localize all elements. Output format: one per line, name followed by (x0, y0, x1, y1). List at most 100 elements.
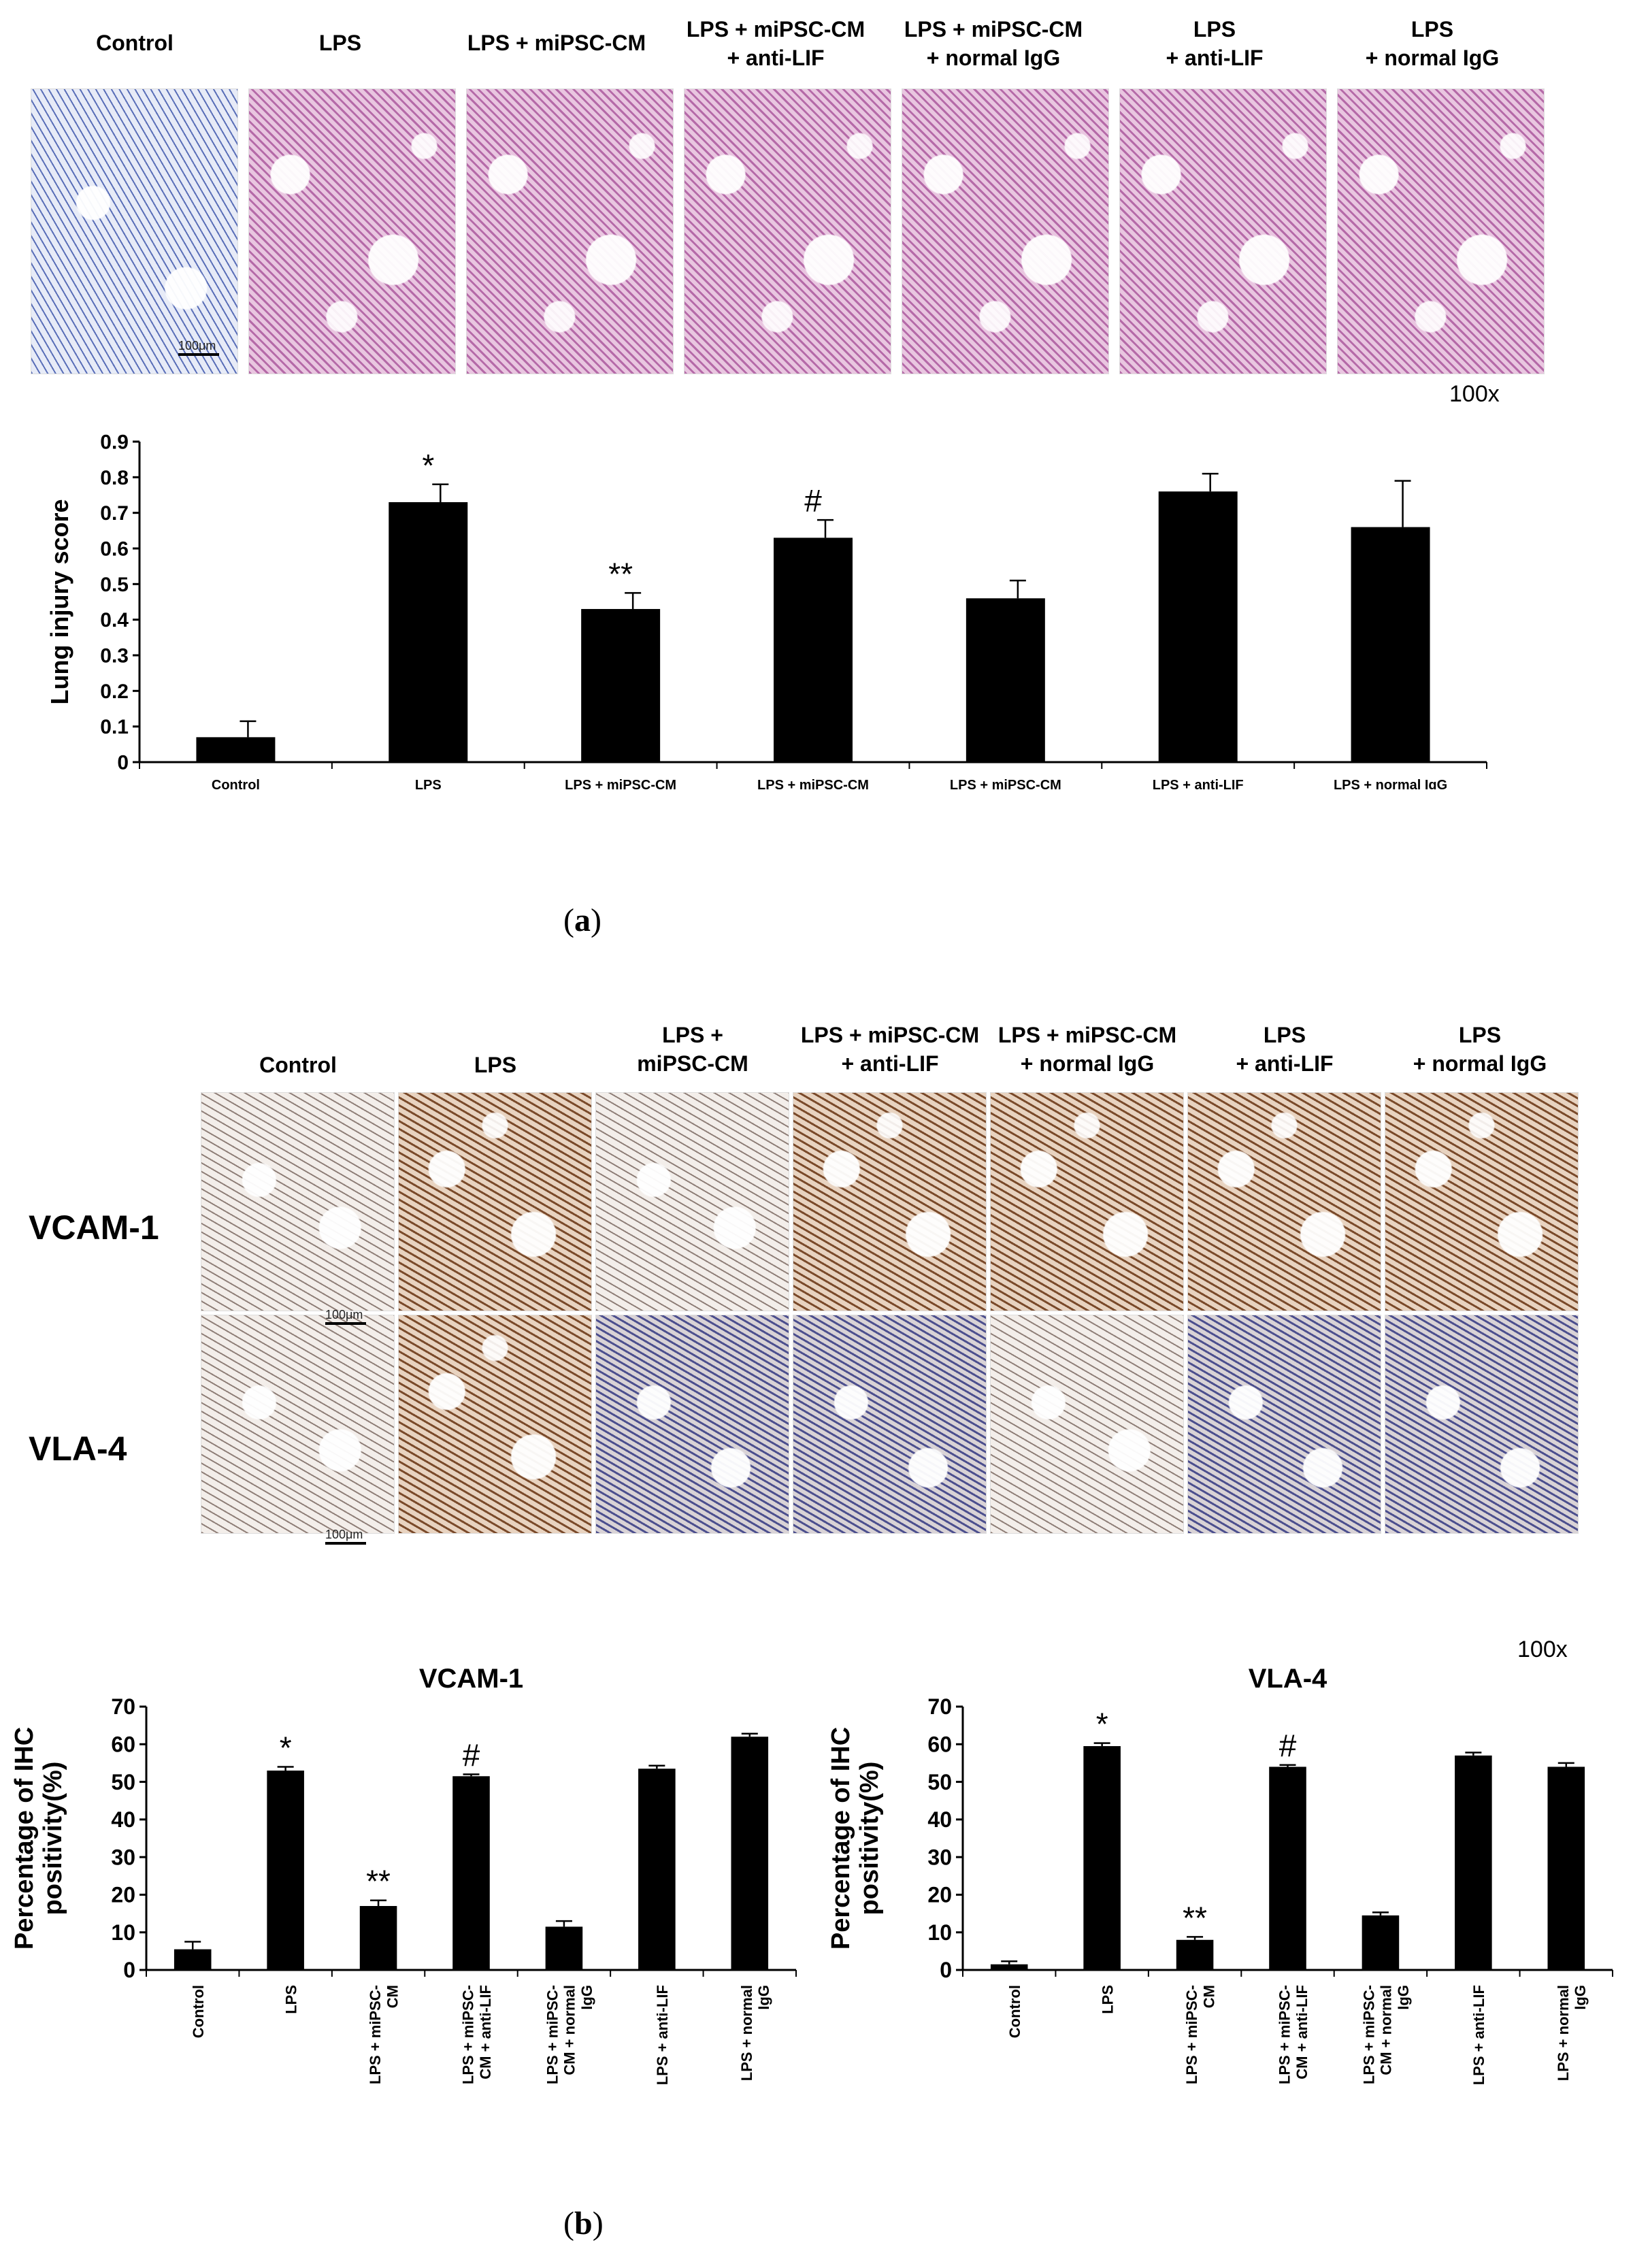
x-tick-label: CM + anti-LIF (477, 1985, 494, 2080)
y-tick-label: 0.1 (100, 716, 129, 738)
panel-b-label: (b) (563, 2205, 604, 2241)
column-header-line: + normal IgG (926, 46, 1061, 70)
column-header-line: LPS + (662, 1023, 723, 1047)
he-micrograph-7 (1337, 88, 1545, 374)
y-tick-label: 40 (111, 1807, 135, 1832)
column-header-line: LPS (474, 1053, 517, 1077)
bar (1455, 1755, 1492, 1970)
column-header-5: LPS + miPSC-CM + normal IgG (975, 1021, 1200, 1078)
column-header-7: LPS + normal IgG (1320, 15, 1545, 72)
x-tick-label: LPS (282, 1985, 299, 2014)
y-tick-label: 70 (111, 1694, 135, 1719)
column-header-line: LPS + miPSC-CM (904, 17, 1083, 42)
panel-a-label: (a) (563, 902, 601, 938)
x-tick-label: IgG (1395, 1985, 1412, 2010)
significance-marker: ** (1183, 1900, 1207, 1935)
x-tick-label: Control (190, 1985, 207, 2038)
column-header-line: Control (96, 31, 174, 55)
vcam1-ihc-chart: 0 10 20 30 40 50 60 70 Percentage of IHC positivi… (10, 1664, 797, 2085)
bar (1269, 1766, 1306, 1970)
row-label-vcam1: VCAM-1 (29, 1209, 159, 1247)
column-header-line: + normal IgG (1020, 1051, 1155, 1076)
x-tick-label: CM + normal (561, 1985, 578, 2075)
column-header-line: + anti-LIF (727, 46, 825, 70)
x-tick-label: CM + normal (1378, 1985, 1395, 2075)
x-tick-label: LPS + miPSC- (544, 1985, 561, 2084)
x-tick-label: LPS + miPSC- (1360, 1985, 1377, 2084)
panel-b-magnification: 100x (1517, 1637, 1568, 1662)
x-tick-label: LPS + miPSC- (1183, 1985, 1200, 2084)
significance-marker: # (463, 1738, 480, 1773)
x-tick-label: IgG (578, 1985, 595, 2010)
vcam1-micrograph-4 (793, 1092, 987, 1311)
y-tick-label: 60 (111, 1732, 135, 1756)
x-tick-label-group: LPS + anti-LIF (1470, 1985, 1487, 2085)
vcam1-micrograph-3 (595, 1092, 789, 1311)
vcam1-micrograph-5 (990, 1092, 1184, 1311)
y-tick-label: 30 (927, 1845, 952, 1869)
significance-marker: * (280, 1730, 292, 1765)
bar (1176, 1939, 1214, 1970)
y-axis-label: Lung injury score (46, 499, 73, 704)
y-tick-label: 50 (111, 1770, 135, 1794)
y-tick-label: 20 (111, 1883, 135, 1907)
x-tick-label-group: LPS + miPSC- CM + anti-LIF (460, 1985, 494, 2084)
x-tick-label: IgG (1572, 1985, 1589, 2010)
y-tick-label: 0.6 (100, 538, 129, 561)
y-tick-label: 10 (927, 1920, 952, 1945)
x-tick-label: Control (1006, 1985, 1023, 2038)
chart-title: VCAM-1 (419, 1664, 523, 1694)
panel-b-scale-bar-row2: 100μm (325, 1528, 366, 1545)
column-header-3: LPS + miPSC-CM (444, 29, 669, 57)
vla4-micrograph-6 (1187, 1315, 1381, 1534)
x-tick-label-group: Control (1006, 1985, 1023, 2038)
bar (359, 1906, 397, 1970)
column-header-line: LPS (1411, 17, 1454, 42)
y-tick-label: 0.2 (100, 680, 129, 703)
column-header-4: LPS + miPSC-CM + anti-LIF (778, 1021, 1002, 1078)
chart-title: VLA-4 (1249, 1664, 1327, 1694)
scale-bar-label: 100μm (325, 1528, 363, 1541)
column-header-4: LPS + miPSC-CM + anti-LIF (663, 15, 888, 72)
bar (731, 1737, 769, 1970)
y-tick-label: 0.9 (100, 431, 129, 454)
bar (581, 608, 661, 762)
x-tick-label: LPS (415, 778, 442, 789)
x-tick-label: CM (1200, 1985, 1217, 2008)
column-header-line: LPS + miPSC-CM (800, 1023, 980, 1047)
vcam1-micrograph-2 (398, 1092, 592, 1311)
x-tick-label: LPS + normal (738, 1985, 755, 2081)
bar (1362, 1915, 1400, 1970)
bar (966, 598, 1045, 762)
x-tick-label-group: LPS (1099, 1985, 1116, 2014)
x-tick-label: LPS + miPSC- (1276, 1985, 1293, 2084)
column-header-line: LPS (318, 31, 362, 55)
x-tick-label: LPS + miPSC-CM (950, 778, 1061, 789)
x-tick-label-group: LPS (282, 1985, 299, 2014)
column-header-6: LPS + anti-LIF (1102, 15, 1327, 72)
column-header-line: LPS (1193, 17, 1236, 42)
y-tick-label: 0.5 (100, 574, 129, 596)
column-header-6: LPS + anti-LIF (1172, 1021, 1397, 1078)
column-header-1: Control (186, 1051, 410, 1079)
bar (1158, 491, 1238, 762)
x-tick-label: LPS + normal (1555, 1985, 1572, 2081)
significance-marker: ** (366, 1864, 391, 1899)
bar (1547, 1766, 1585, 1970)
vla4-ihc-chart: 0 10 20 30 40 50 60 70 Percentage of IHC positivi… (827, 1664, 1613, 2085)
x-tick-label: LPS + anti-LIF (1470, 1985, 1487, 2085)
y-tick-label: 0 (940, 1958, 952, 1982)
vcam1-micrograph-1 (201, 1092, 395, 1311)
x-tick-label: LPS + miPSC- (460, 1985, 477, 2084)
x-tick-label-group: LPS + normal IgG (1555, 1985, 1589, 2081)
scale-bar-label: 100μm (178, 339, 216, 352)
vla4-micrograph-5 (990, 1315, 1184, 1534)
column-header-1: Control (22, 29, 247, 57)
column-header-2: LPS (228, 29, 452, 57)
scale-bar-line (325, 1322, 366, 1325)
row-label-vla4: VLA-4 (29, 1430, 127, 1468)
x-tick-label: LPS + miPSC- (367, 1985, 384, 2084)
column-header-line: + normal IgG (1365, 46, 1500, 70)
column-header-line: + anti-LIF (1166, 46, 1264, 70)
he-micrograph-1 (31, 88, 238, 374)
